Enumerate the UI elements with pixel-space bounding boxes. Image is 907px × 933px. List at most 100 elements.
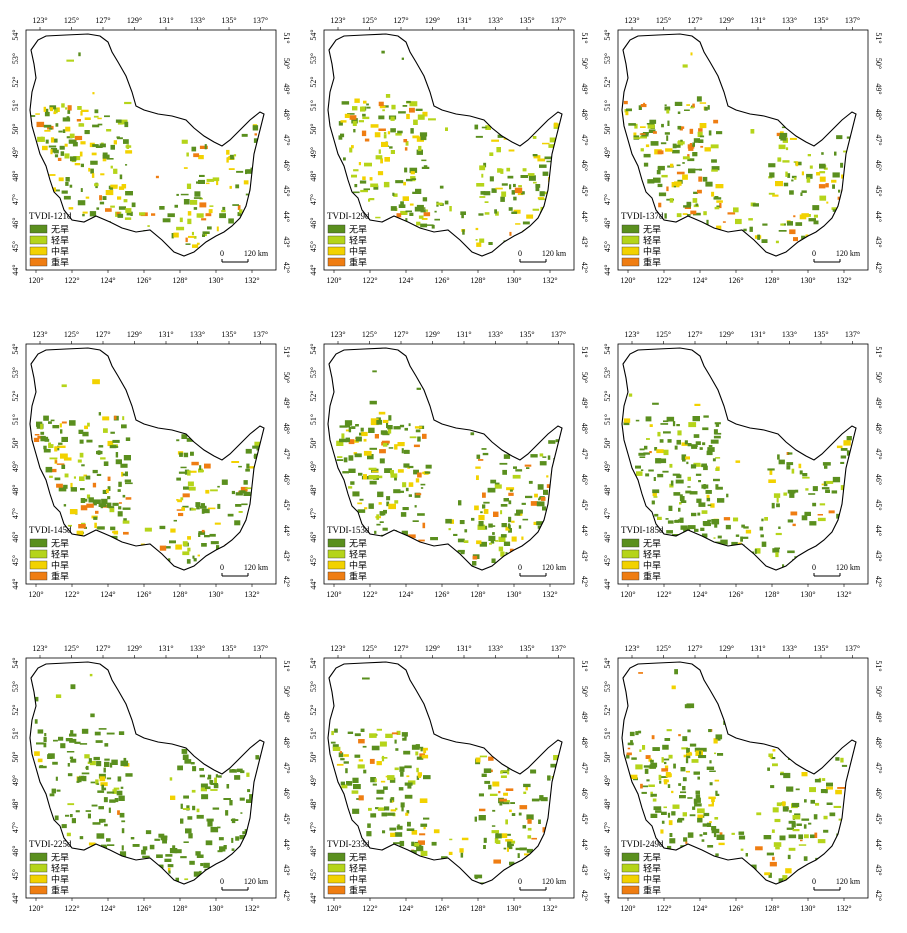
drought-patch bbox=[716, 131, 723, 135]
drought-patch bbox=[43, 736, 47, 743]
drought-patch bbox=[82, 213, 85, 217]
drought-patch bbox=[703, 832, 708, 835]
drought-patch bbox=[666, 729, 672, 732]
drought-patch bbox=[394, 739, 397, 744]
legend-label: 无旱 bbox=[51, 539, 69, 550]
drought-patch bbox=[694, 803, 702, 807]
drought-patch bbox=[776, 132, 781, 137]
drought-patch bbox=[238, 511, 243, 513]
drought-patch bbox=[378, 149, 381, 154]
drought-patch bbox=[363, 474, 367, 480]
drought-patch bbox=[201, 509, 205, 514]
drought-patch bbox=[663, 449, 669, 456]
drought-patch bbox=[386, 496, 391, 501]
drought-patch bbox=[643, 102, 646, 105]
drought-patch bbox=[66, 59, 74, 62]
drought-patch bbox=[743, 526, 749, 529]
drought-patch bbox=[369, 400, 377, 405]
drought-patch bbox=[90, 168, 94, 174]
drought-patch bbox=[832, 209, 838, 212]
drought-patch bbox=[787, 550, 795, 554]
drought-patch bbox=[381, 141, 389, 147]
drought-patch bbox=[518, 185, 522, 188]
drought-patch bbox=[144, 527, 152, 532]
drought-patch bbox=[394, 500, 399, 504]
drought-patch bbox=[461, 214, 464, 219]
drought-patch bbox=[226, 784, 230, 789]
drought-patch bbox=[395, 133, 402, 136]
drought-patch bbox=[714, 779, 720, 782]
drought-patch bbox=[706, 219, 709, 226]
drought-patch bbox=[106, 489, 109, 494]
drought-patch bbox=[379, 511, 386, 516]
drought-patch bbox=[204, 535, 210, 538]
lat-left-label: 46° bbox=[309, 217, 318, 228]
drought-patch bbox=[100, 457, 106, 460]
drought-patch bbox=[788, 847, 796, 851]
drought-patch bbox=[687, 729, 691, 733]
drought-patch bbox=[838, 189, 841, 193]
drought-patch bbox=[697, 776, 700, 780]
drought-patch bbox=[61, 824, 67, 829]
drought-patch bbox=[661, 757, 664, 763]
drought-patch bbox=[654, 513, 659, 517]
legend-label: 重旱 bbox=[51, 257, 69, 269]
drought-patch bbox=[36, 121, 45, 128]
lat-left-label: 46° bbox=[309, 531, 318, 542]
drought-patch bbox=[408, 482, 414, 487]
drought-patch bbox=[677, 430, 682, 436]
drought-patch bbox=[61, 421, 67, 424]
lat-right-label: 47° bbox=[580, 762, 589, 773]
drought-patch bbox=[223, 798, 231, 800]
drought-patch bbox=[687, 443, 692, 447]
drought-patch bbox=[382, 442, 388, 447]
drought-patch bbox=[509, 548, 514, 553]
drought-patch bbox=[650, 793, 657, 797]
drought-patch bbox=[370, 124, 379, 128]
drought-patch bbox=[202, 234, 205, 237]
drought-patch bbox=[640, 104, 647, 108]
drought-patch bbox=[182, 541, 188, 546]
drought-patch bbox=[78, 429, 84, 434]
drought-patch bbox=[405, 210, 412, 213]
drought-patch bbox=[141, 849, 146, 855]
drought-patch bbox=[416, 756, 424, 760]
lon-bottom-label: 132° bbox=[542, 276, 557, 285]
drought-patch bbox=[682, 812, 687, 817]
drought-patch bbox=[376, 761, 382, 766]
drought-patch bbox=[210, 826, 219, 833]
drought-patch bbox=[180, 466, 187, 469]
lat-right-label: 48° bbox=[874, 737, 883, 748]
drought-patch bbox=[106, 777, 112, 780]
drought-patch bbox=[105, 208, 112, 212]
drought-patch bbox=[358, 120, 364, 123]
drought-patch bbox=[674, 181, 682, 186]
drought-patch bbox=[726, 493, 729, 498]
lon-top-label: 129° bbox=[127, 16, 142, 25]
drought-patch bbox=[787, 173, 791, 178]
drought-patch bbox=[669, 833, 673, 837]
drought-patch bbox=[474, 505, 479, 511]
drought-patch bbox=[196, 242, 200, 245]
lat-left-label: 49° bbox=[603, 147, 612, 158]
drought-patch bbox=[395, 807, 398, 811]
lat-right-label: 44° bbox=[282, 211, 291, 222]
lon-bottom-label: 132° bbox=[836, 590, 851, 599]
lat-left-label: 48° bbox=[309, 170, 318, 181]
drought-patch bbox=[804, 511, 811, 516]
drought-patch bbox=[836, 445, 843, 449]
drought-patch bbox=[703, 465, 708, 471]
drought-patch bbox=[526, 814, 534, 820]
drought-patch bbox=[399, 490, 404, 493]
drought-patch bbox=[85, 475, 91, 480]
drought-patch bbox=[623, 418, 631, 423]
lon-bottom-label: 124° bbox=[398, 276, 413, 285]
drought-patch bbox=[360, 189, 368, 193]
drought-patch bbox=[338, 121, 343, 126]
lat-left-label: 46° bbox=[603, 217, 612, 228]
drought-patch bbox=[664, 132, 670, 135]
drought-patch bbox=[491, 139, 499, 142]
drought-patch bbox=[422, 433, 427, 439]
lat-left-label: 49° bbox=[309, 461, 318, 472]
scale-distance-label: 120 km bbox=[836, 249, 861, 258]
